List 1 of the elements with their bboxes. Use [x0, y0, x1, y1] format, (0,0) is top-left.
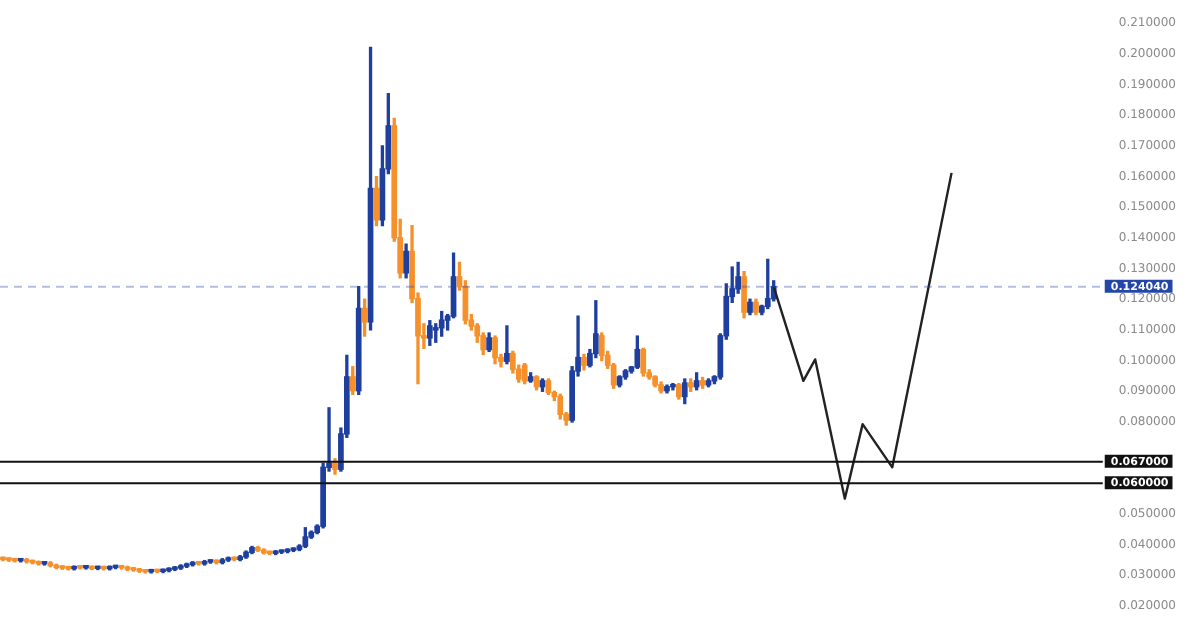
candlestick — [504, 325, 510, 365]
